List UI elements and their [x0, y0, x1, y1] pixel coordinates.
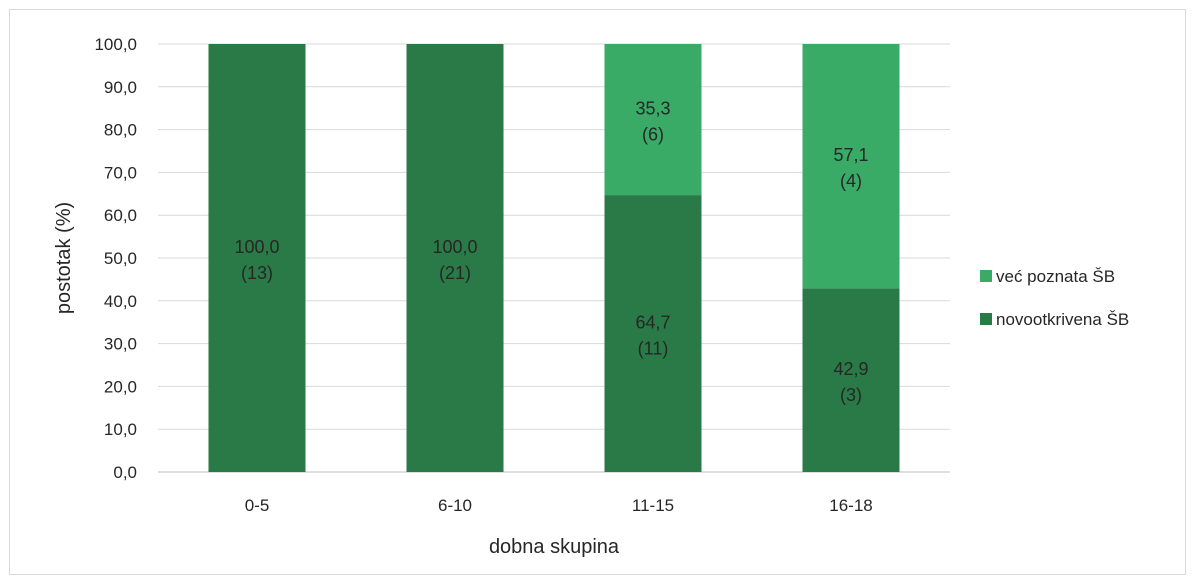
y-tick-label: 90,0 — [104, 78, 137, 97]
y-tick-label: 60,0 — [104, 206, 137, 225]
bar-segment — [802, 288, 900, 472]
data-labels: 100,0 (13) 100,0 (21) 64,7 (11) 35,3 (6) 42,9 (3)… — [234, 99, 868, 406]
x-axis-ticks: 0-5 6-10 11-15 16-18 — [245, 496, 873, 515]
data-label-value: 57,1 — [833, 145, 868, 165]
data-label-value: 100,0 — [432, 237, 477, 257]
data-label-value: 42,9 — [833, 359, 868, 379]
bar-segment — [802, 44, 900, 289]
bars — [208, 44, 900, 473]
y-axis-ticks: 0,0 10,0 20,0 30,0 40,0 50,0 60,0 70,0 80,0 90,0 1… — [94, 35, 137, 482]
data-label-count: (3) — [840, 385, 862, 405]
data-label-count: (6) — [642, 125, 664, 145]
bar-segment — [604, 44, 702, 196]
data-label-count: (11) — [638, 339, 669, 359]
y-tick-label: 20,0 — [104, 377, 137, 396]
y-tick-label: 70,0 — [104, 163, 137, 182]
x-axis-title: dobna skupina — [489, 536, 620, 558]
legend-swatch — [980, 313, 992, 325]
x-tick-label: 11-15 — [632, 496, 674, 515]
chart-frame — [9, 9, 1186, 575]
data-label-count: (13) — [241, 263, 273, 283]
data-label-count: (21) — [439, 263, 471, 283]
legend: već poznata ŠB novootkrivena ŠB — [980, 267, 1129, 329]
bar-segment — [208, 44, 306, 472]
y-axis-title: postotak (%) — [53, 202, 75, 314]
data-label-value: 100,0 — [234, 237, 279, 257]
x-tick-label: 16-18 — [829, 496, 872, 515]
legend-label: već poznata ŠB — [996, 267, 1115, 286]
y-tick-label: 0,0 — [113, 463, 137, 482]
bar-segment — [406, 44, 504, 472]
y-tick-label: 30,0 — [104, 335, 137, 354]
data-label-value: 64,7 — [635, 313, 670, 333]
y-tick-label: 40,0 — [104, 292, 137, 311]
bar-segment — [604, 195, 702, 473]
y-tick-label: 10,0 — [104, 420, 137, 439]
x-tick-label: 0-5 — [245, 496, 270, 515]
y-tick-label: 50,0 — [104, 249, 137, 268]
legend-label: novootkrivena ŠB — [996, 310, 1129, 329]
data-label-count: (4) — [840, 171, 862, 191]
data-label-value: 35,3 — [635, 99, 670, 119]
legend-swatch — [980, 270, 992, 282]
y-tick-label: 80,0 — [104, 121, 137, 140]
y-tick-label: 100,0 — [94, 35, 137, 54]
x-tick-label: 6-10 — [438, 496, 472, 515]
